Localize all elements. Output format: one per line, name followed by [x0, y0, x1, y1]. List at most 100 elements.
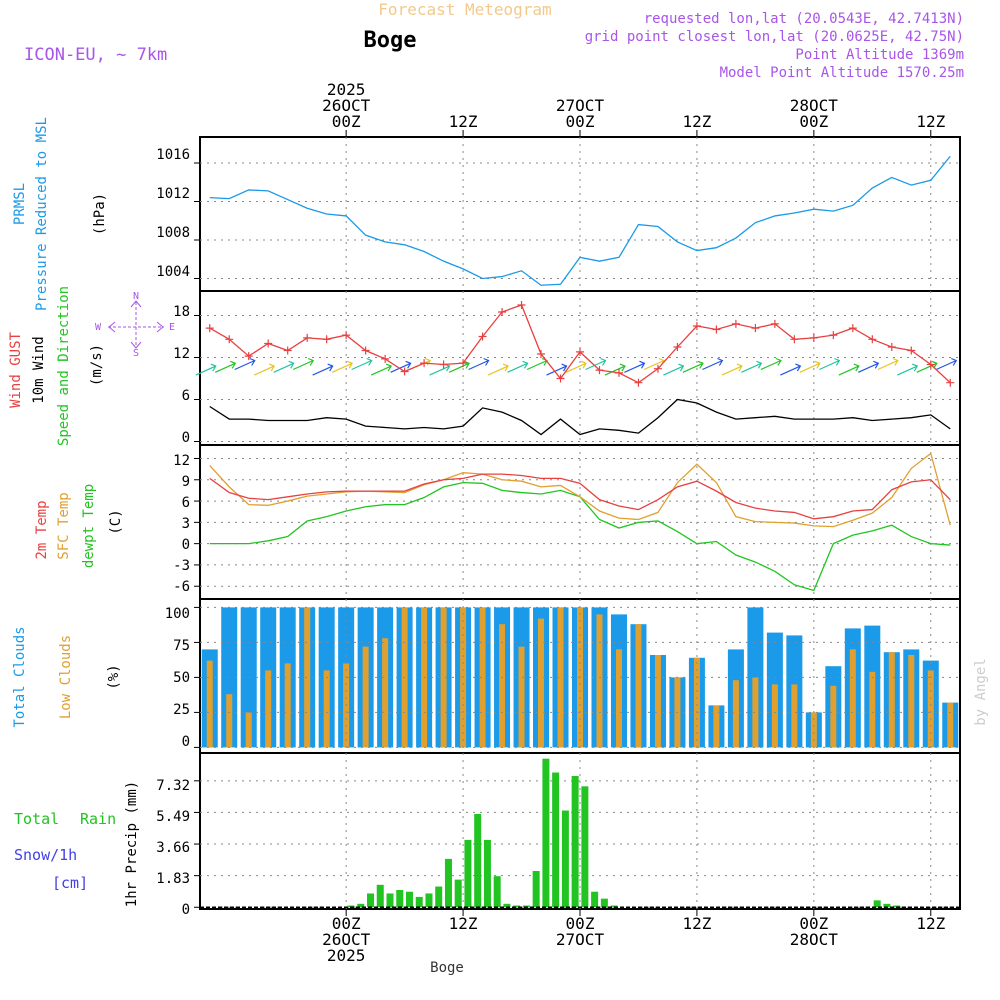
precip-bar	[415, 896, 423, 908]
wind-direction-arrow	[936, 359, 957, 371]
gust-marker	[751, 324, 760, 333]
temp-label-sfc: SFC Temp	[56, 492, 72, 559]
gust-marker	[712, 325, 721, 334]
precip-bar	[435, 886, 443, 908]
low-cloud-bar	[382, 638, 389, 748]
wind-ytick-12: 12	[173, 346, 190, 362]
bottom-tick-label: 00Z	[332, 914, 361, 933]
wind-direction-arrowhead	[230, 360, 237, 369]
wind-direction-arrowhead	[580, 360, 587, 369]
low-cloud-bar	[654, 655, 661, 748]
precip-ytick-5-49: 5.49	[156, 809, 190, 825]
bottom-tick-label: 27OCT	[556, 930, 605, 949]
low-cloud-bar	[245, 712, 252, 748]
gust-marker	[848, 324, 857, 333]
gust-marker	[634, 378, 643, 387]
gust-marker	[673, 343, 682, 351]
precip-ytick-1-83: 1.83	[156, 871, 190, 887]
low-cloud-bar	[693, 657, 700, 748]
precip-bar	[873, 900, 881, 908]
gust-marker	[537, 350, 546, 358]
gust-marker	[342, 331, 351, 340]
wind-direction-arrowhead	[697, 360, 704, 369]
low-cloud-bar	[479, 607, 486, 748]
wind-direction-arrowhead	[385, 363, 393, 372]
compass-e: E	[169, 322, 175, 333]
temp-label-unit: (C)	[108, 509, 124, 534]
bottom-tick-label: 12Z	[916, 914, 945, 933]
clouds-ytick-25: 25	[173, 702, 190, 718]
low-cloud-bar	[499, 624, 506, 748]
pressure-ytick-1008: 1008	[156, 225, 190, 241]
low-cloud-bar	[771, 684, 778, 748]
wind-direction-arrow	[507, 362, 528, 373]
low-cloud-bar	[927, 670, 934, 748]
wind-direction-arrow	[663, 365, 684, 376]
wind-direction-arrow	[468, 359, 489, 371]
temp-ytick-0: 0	[182, 537, 190, 553]
gust-marker	[770, 319, 779, 328]
wind-direction-arrow	[526, 359, 548, 371]
temp-ytick-9: 9	[182, 474, 190, 490]
temp-label-2m: 2m Temp	[34, 500, 50, 559]
top-tick-label: 00Z	[566, 112, 595, 131]
grid-point-coords: grid point closest lon,lat (20.0625E, 42…	[585, 29, 964, 45]
pressure-ytick-1004: 1004	[156, 264, 190, 280]
wind-panel: 0 6 12 18 Wind GUST 10m Wind Speed and D…	[8, 286, 961, 446]
temperature-series	[209, 452, 951, 592]
temp-label-dewpt: dewpt Temp	[81, 484, 97, 568]
precip-ytick-0: 0	[182, 902, 190, 918]
wind-direction-arrowhead	[327, 363, 334, 372]
temp-ytick-6: 6	[182, 495, 190, 511]
wind-direction-arrow	[351, 359, 372, 371]
bottom-tick-label: 2025	[327, 946, 366, 965]
clouds-y-ticks: 0 25 50 75 100	[165, 606, 190, 750]
sfc-temp-line	[209, 452, 951, 528]
wind-direction-arrowhead	[307, 357, 315, 366]
wind-direction-arrowhead	[678, 363, 685, 372]
low-cloud-bar	[265, 670, 272, 748]
low-cloud-bar	[810, 712, 817, 748]
low-cloud-bar	[732, 680, 739, 748]
pressure-y-ticks: 1004 1008 1012 1016	[156, 147, 190, 280]
low-cloud-bar	[888, 652, 895, 748]
clouds-label-low: Low Clouds	[58, 635, 74, 719]
precip-bar	[561, 810, 569, 908]
gust-marker	[439, 360, 448, 369]
wind-direction-arrowhead	[795, 363, 802, 372]
precip-bar	[513, 905, 521, 908]
top-tick-label: 28OCT	[790, 96, 839, 115]
wind-direction-arrow	[624, 362, 645, 373]
gust-marker	[459, 359, 468, 368]
wind-direction-arrowhead	[873, 360, 880, 369]
precip-bar	[357, 903, 365, 908]
low-cloud-bar	[830, 685, 837, 748]
precip-bar	[552, 772, 560, 908]
bottom-tick-label: 00Z	[566, 914, 595, 933]
wind-direction-arrow	[448, 362, 470, 373]
wind-grid	[194, 291, 960, 445]
wind-direction-arrow	[682, 362, 704, 373]
prmsl-line	[209, 155, 951, 286]
compass-w: W	[95, 322, 102, 333]
pressure-ytick-1016: 1016	[156, 147, 190, 163]
low-cloud-bar	[713, 705, 720, 748]
gust-marker	[361, 346, 370, 355]
wind-direction-arrow	[429, 365, 450, 376]
gust-marker	[946, 378, 955, 387]
wind-direction-arrowhead	[463, 360, 470, 369]
clouds-ytick-0: 0	[182, 734, 190, 750]
clouds-label-unit: (%)	[106, 664, 122, 689]
wind-series	[195, 301, 958, 436]
temperature-panel: -6 -3 0 3 6 9 12 2m Temp SFC Temp dewpt …	[34, 444, 961, 600]
bottom-tick-label: 28OCT	[790, 930, 839, 949]
wind-direction-arrowhead	[210, 363, 217, 372]
precip-bar	[444, 858, 452, 908]
wind-direction-arrowhead	[931, 360, 938, 369]
wind-direction-arrow	[721, 365, 743, 376]
gust-marker	[303, 333, 312, 342]
precip-bar	[503, 903, 511, 908]
model-label: ICON-EU, ~ 7km	[24, 45, 167, 65]
wind-direction-arrow	[877, 359, 899, 371]
low-cloud-bar	[538, 618, 545, 748]
